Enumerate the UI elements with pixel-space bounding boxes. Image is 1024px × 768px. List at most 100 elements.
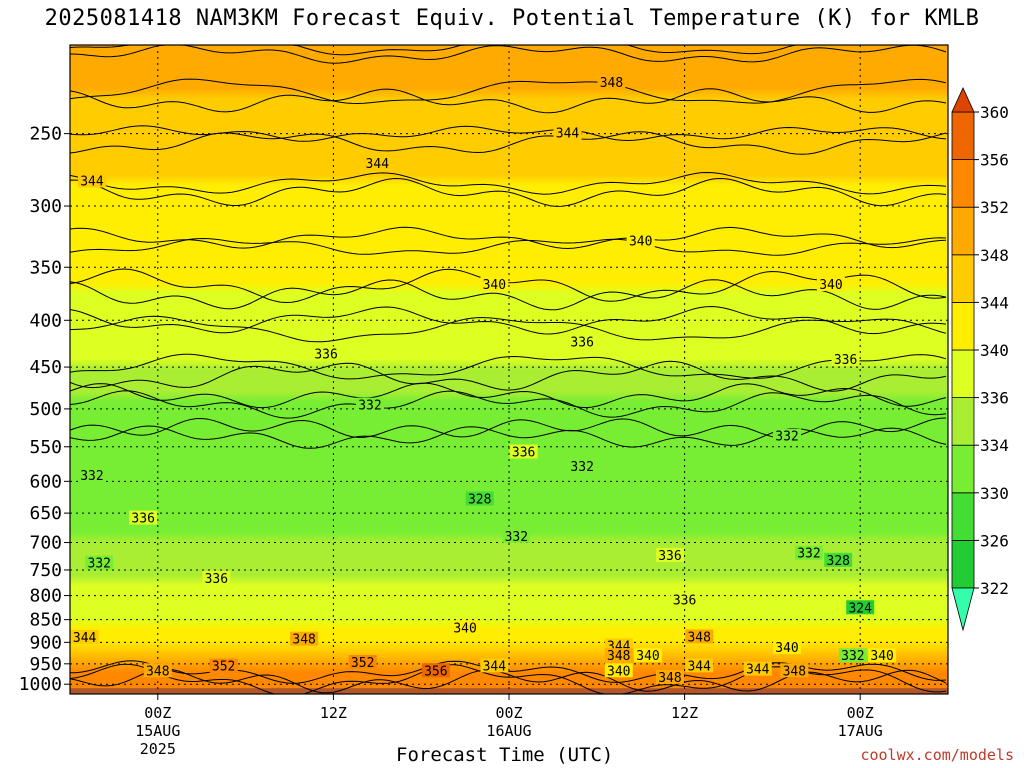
contour-label: 344 [746,663,770,678]
y-tick-label: 750 [29,560,62,581]
contour-label-bg [780,663,809,678]
contour-label-bg [70,629,99,644]
contour-label-bg [85,555,114,570]
colorbar-box [951,111,975,160]
contour-label: 340 [636,649,659,664]
contour-label: 348 [146,664,169,679]
colorbar-label: 322 [980,579,1009,598]
contour-label-bg [465,491,494,506]
colorbar-label: 336 [980,389,1009,408]
x-tick-label: 16AUG [486,722,531,740]
contour-label-bg [685,658,714,673]
contour-label: 348 [607,649,630,664]
colorbar-box [951,540,975,589]
contour-label: 336 [131,512,154,527]
contour-label-bg [597,74,626,89]
contour-label: 340 [775,641,798,656]
contour-label-bg [77,467,106,482]
colorbar-box [951,301,975,351]
contour-label: 328 [468,492,491,507]
contour-label-bg [553,125,582,140]
chart-title: 2025081418 NAM3KM Forecast Equiv. Potent… [44,6,980,31]
contour-label-bg [773,428,802,443]
colorbar-label: 356 [980,151,1009,170]
colorbar-arrow-high [951,87,975,113]
contour-label: 332 [775,430,798,445]
colorbar-label: 348 [980,246,1009,265]
contour-label-bg [743,661,772,676]
contour-label: 348 [600,76,623,91]
colorbar-label: 330 [980,484,1009,503]
colorbar-box [951,397,975,446]
contour-label-bg [794,545,823,560]
colorbar-box [951,159,975,208]
y-tick-label: 350 [29,257,62,278]
contour-label-bg [831,351,860,366]
contour-line [69,88,947,114]
contour-label-bg [824,552,853,567]
contour-label: 340 [870,649,893,664]
contour-label-bg [868,648,897,663]
x-tick-label: 00Z [847,704,874,722]
y-tick-label: 850 [29,610,62,631]
contour-label: 352 [351,656,374,671]
contour-line [69,78,947,105]
contour-label-bg [77,173,106,188]
contour-line [69,171,947,195]
contour-line [69,44,947,64]
contour-label-bg [480,277,509,292]
x-tick-label: 17AUG [838,722,883,740]
contour-line [69,382,947,409]
contour-label: 336 [570,335,593,350]
contour-label: 336 [205,572,228,587]
contour-label-bg [773,640,802,655]
x-axis-label: Forecast Time (UTC) [396,744,614,766]
contour-line [70,177,947,207]
contour-label-bg [202,570,231,585]
y-tick-label: 250 [29,124,62,145]
contour-label-bg [670,592,699,607]
contour-label: 332 [570,460,593,475]
contour-label-bg [480,658,509,673]
contour-label-bg [634,648,663,663]
contour-label-bg [838,648,867,663]
contour-label-bg [312,346,341,361]
contour-label: 340 [607,664,630,679]
colorbar-box [951,492,975,541]
pressure-axis: 2503003504004505005506006507007508008509… [19,124,70,695]
colorbar-box [951,206,975,256]
y-tick-label: 450 [29,357,62,378]
y-tick-label: 500 [29,399,62,420]
colorbar-box [951,349,975,398]
contour-label-bg [604,663,633,678]
y-tick-label: 900 [29,632,62,653]
contour-label: 336 [658,549,681,564]
contour-label-bg [355,397,384,412]
y-tick-label: 800 [29,586,62,607]
contour-label-bg [451,620,480,635]
x-tick-label: 15AUG [135,722,180,740]
contour-label: 336 [834,353,857,368]
colorbar-label: 360 [980,103,1009,122]
x-tick-label: 00Z [495,704,522,722]
contour-label-bg [568,459,597,474]
contour-line [69,353,947,380]
ground-band [70,688,948,694]
contour-label: 356 [424,664,447,679]
contour-line [69,390,947,419]
contour-line [69,279,947,311]
y-tick-label: 400 [29,310,62,331]
contour-label: 332 [797,547,820,562]
contour-line [69,305,947,335]
contour-label: 340 [629,234,652,249]
contour-label-bg [655,547,684,562]
credit-text: coolwx.com/models [860,746,1014,764]
contour-label-bg [363,156,392,171]
colorbar-label: 344 [980,293,1009,312]
colorbar-label: 352 [980,198,1009,217]
contour-label-bg [568,334,597,349]
y-tick-label: 600 [29,471,62,492]
contour-label-bg [502,528,531,543]
contour-label-bg [209,658,238,673]
